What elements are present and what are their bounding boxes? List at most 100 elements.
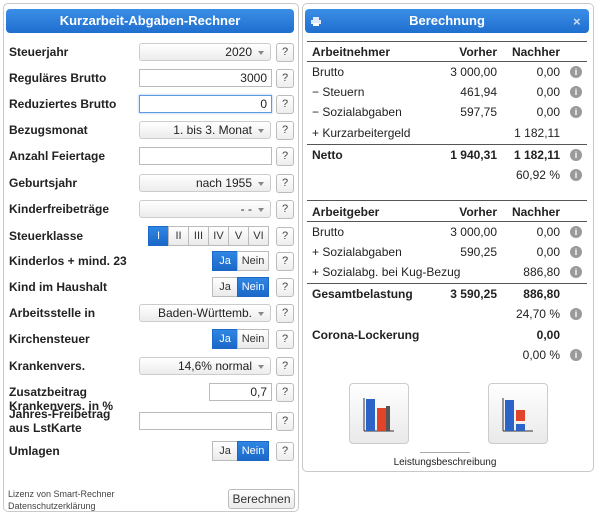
calculate-button[interactable]: Berechnen: [228, 489, 295, 509]
value: 0,00 %: [522, 348, 560, 362]
help-button[interactable]: ?: [276, 43, 294, 62]
value: 3 000,00: [450, 225, 497, 239]
value: 3 590,25: [450, 287, 497, 301]
chart-icon: [363, 398, 394, 432]
info-icon[interactable]: i: [570, 226, 582, 238]
field-label: Steuerjahr: [9, 45, 69, 59]
option-button[interactable]: III: [188, 226, 209, 246]
footer-link[interactable]: Leistungsbeschreibung: [393, 457, 497, 468]
help-button[interactable]: ?: [276, 147, 294, 166]
option-button[interactable]: II: [168, 226, 189, 246]
row-label: + Kurzarbeitergeld: [312, 126, 411, 140]
help-button[interactable]: ?: [276, 442, 294, 461]
value: 0,00: [536, 328, 560, 342]
column-header: Nachher: [511, 45, 560, 59]
select[interactable]: nach 1955: [139, 174, 271, 192]
help-button[interactable]: ?: [276, 69, 294, 88]
option-button[interactable]: VI: [248, 226, 269, 246]
text-input[interactable]: [139, 147, 272, 165]
field-label: Kirchensteuer: [9, 332, 90, 346]
field-label: Geburtsjahr: [9, 176, 78, 190]
field-label: Kinderfreibeträge: [9, 202, 110, 216]
option-button[interactable]: Ja: [212, 329, 238, 349]
value: 590,25: [460, 245, 497, 259]
field-label: Arbeitsstelle in: [9, 306, 96, 320]
info-icon[interactable]: i: [570, 149, 582, 161]
select[interactable]: 1. bis 3. Monat: [139, 121, 271, 139]
value: 461,94: [460, 85, 497, 99]
option-button[interactable]: IV: [208, 226, 229, 246]
option-button[interactable]: Nein: [237, 251, 269, 271]
option-button[interactable]: Ja: [212, 441, 238, 461]
help-button[interactable]: ?: [276, 412, 294, 431]
row-label: Gesamtbelastung: [312, 287, 413, 301]
text-input[interactable]: [139, 412, 272, 430]
option-button[interactable]: Ja: [212, 277, 238, 297]
help-button[interactable]: ?: [276, 383, 294, 402]
chart-icon: [502, 398, 533, 432]
info-icon[interactable]: i: [570, 266, 582, 278]
text-input[interactable]: 0,7: [209, 383, 272, 401]
info-icon[interactable]: i: [570, 308, 582, 320]
field-label: Reguläres Brutto: [9, 71, 107, 85]
help-button[interactable]: ?: [276, 330, 294, 349]
form-title: Kurzarbeit-Abgaben-Rechner: [6, 9, 294, 33]
divider: [307, 221, 587, 222]
info-icon[interactable]: i: [570, 246, 582, 258]
field-label: Kind im Haushalt: [9, 280, 108, 294]
select[interactable]: Baden-Württemb.: [139, 304, 271, 322]
value: 0,00: [536, 65, 560, 79]
row-label: Brutto: [312, 225, 345, 239]
value: 886,80: [523, 287, 560, 301]
help-button[interactable]: ?: [276, 121, 294, 140]
row-label: Netto: [312, 148, 343, 162]
value: 597,75: [460, 105, 497, 119]
field-label: Reduziertes Brutto: [9, 97, 117, 111]
info-icon[interactable]: i: [570, 169, 582, 181]
help-button[interactable]: ?: [276, 304, 294, 323]
help-button[interactable]: ?: [276, 357, 294, 376]
value: 0,00: [536, 105, 560, 119]
info-icon[interactable]: i: [570, 86, 582, 98]
help-button[interactable]: ?: [276, 227, 294, 246]
select[interactable]: - -: [139, 200, 271, 218]
help-button[interactable]: ?: [276, 95, 294, 114]
divider: [307, 41, 587, 42]
field-label: Anzahl Feiertage: [9, 149, 106, 163]
column-header: Vorher: [459, 45, 497, 59]
result-title: Berechnung: [305, 9, 589, 33]
chart-button[interactable]: [349, 383, 409, 444]
option-button[interactable]: V: [228, 226, 249, 246]
license[interactable]: Lizenz von Smart-Rechner: [8, 489, 115, 499]
value: 0,00: [536, 225, 560, 239]
value: 0,00: [536, 245, 560, 259]
column-header: Vorher: [459, 205, 497, 219]
text-input[interactable]: 0: [139, 95, 272, 113]
close-button[interactable]: ×: [573, 14, 581, 29]
option-button[interactable]: Nein: [237, 277, 269, 297]
option-button[interactable]: Ja: [212, 251, 238, 271]
divider: [307, 200, 587, 201]
help-button[interactable]: ?: [276, 252, 294, 271]
chart-button[interactable]: [488, 383, 548, 444]
select[interactable]: 2020: [139, 43, 271, 61]
option-button[interactable]: I: [148, 226, 169, 246]
field-label: Kinderlos + mind. 23: [9, 254, 127, 268]
help-button[interactable]: ?: [276, 174, 294, 193]
row-label: Corona-Lockerung: [312, 328, 420, 342]
print-icon[interactable]: [311, 17, 321, 26]
select[interactable]: 14,6% normal: [139, 357, 271, 375]
info-icon[interactable]: i: [570, 349, 582, 361]
help-button[interactable]: ?: [276, 200, 294, 219]
text-input[interactable]: 3000: [139, 69, 272, 87]
field-label: Jahres-Freibetrag aus LstKarte: [9, 407, 111, 435]
info-icon[interactable]: i: [570, 106, 582, 118]
info-icon[interactable]: i: [570, 66, 582, 78]
help-button[interactable]: ?: [276, 278, 294, 297]
field-label: Krankenvers.: [9, 359, 86, 373]
value: 886,80: [523, 265, 560, 279]
option-button[interactable]: Nein: [237, 329, 269, 349]
privacy-link[interactable]: Datenschutzerklärung: [8, 501, 96, 511]
option-button[interactable]: Nein: [237, 441, 269, 461]
